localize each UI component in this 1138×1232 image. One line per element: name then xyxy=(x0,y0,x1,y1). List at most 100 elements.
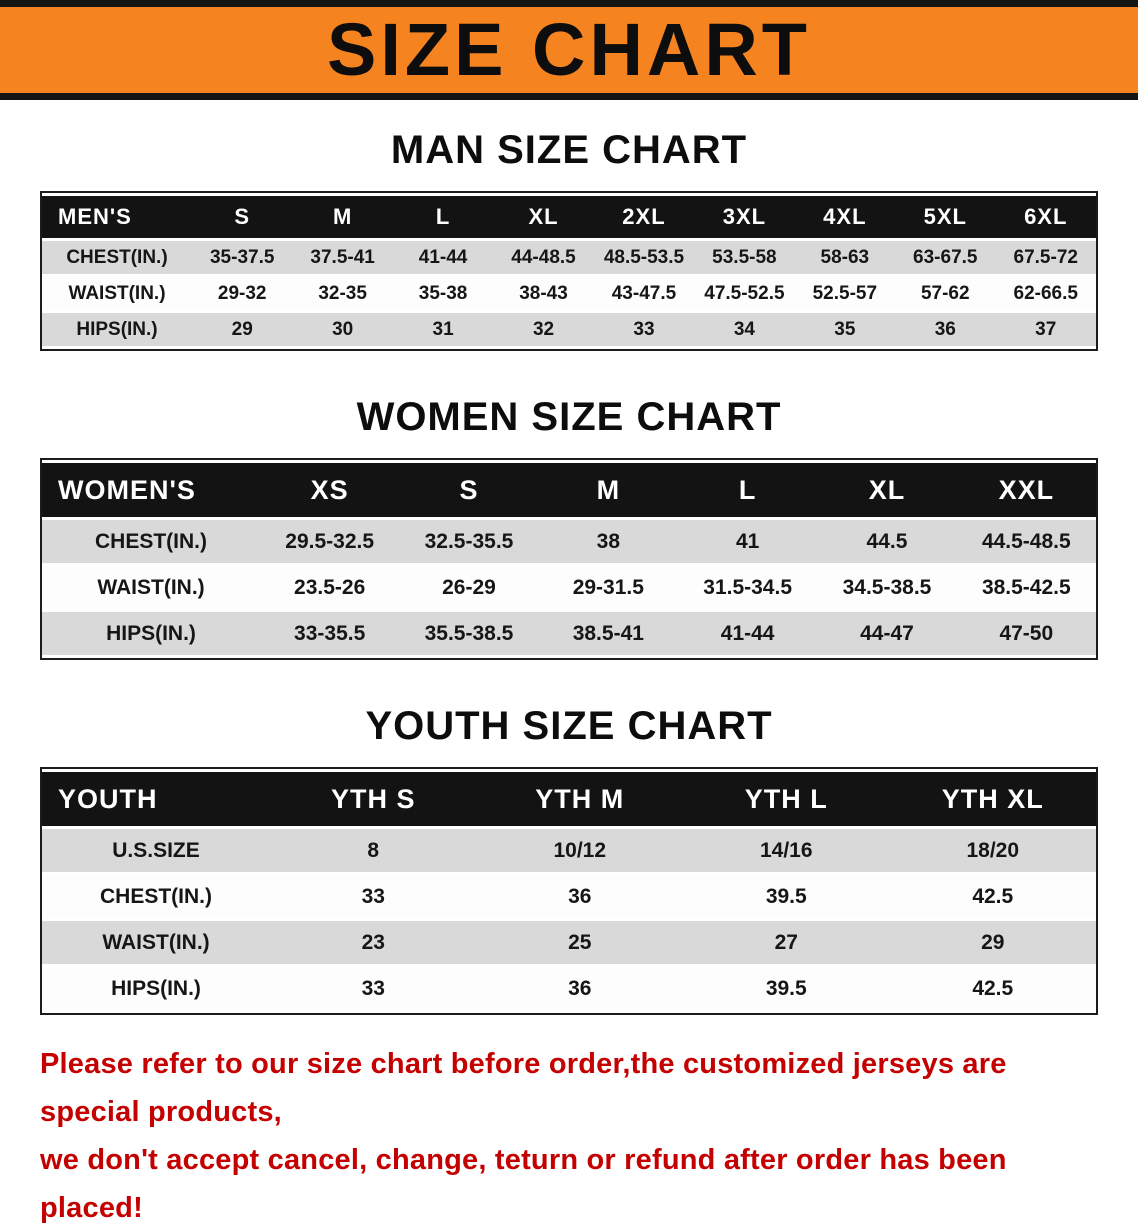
row-label-cell: CHEST(IN.) xyxy=(66,246,168,268)
size-value-cell: 14/16 xyxy=(759,838,813,862)
notice-line-1: Please refer to our size chart before or… xyxy=(40,1048,1007,1128)
size-value-cell: 37 xyxy=(1035,318,1057,340)
size-value-cell: 8 xyxy=(367,838,380,862)
size-value-cell: 29 xyxy=(231,318,253,340)
size-value-cell: 52.5-57 xyxy=(812,282,878,304)
table-title-cell: MEN'S xyxy=(42,196,192,238)
size-value-cell: 38-43 xyxy=(519,282,568,304)
table-row: U.S.SIZE 8 10/12 14/16 18/20 xyxy=(42,829,1096,872)
size-value-cell: 35.5-38.5 xyxy=(424,621,514,645)
size-header-cell: 2XL xyxy=(593,196,695,238)
women-size-table: WOMEN'S XS S M L XL XXL CHEST(IN.) 29.5-32.5 32.5… xyxy=(40,458,1098,660)
youth-section-heading: YOUTH SIZE CHART xyxy=(365,704,773,748)
size-value-cell: 33 xyxy=(633,318,655,340)
size-value-cell: 41-44 xyxy=(720,621,775,645)
size-header-cell: XS xyxy=(260,463,400,517)
size-value-cell: 27 xyxy=(774,930,798,954)
size-value-cell: 36 xyxy=(568,884,592,908)
size-value-cell: 32.5-35.5 xyxy=(424,529,514,553)
size-header-cell: 3XL xyxy=(694,196,795,238)
size-value-cell: 18/20 xyxy=(966,838,1020,862)
women-section-heading: WOMEN SIZE CHART xyxy=(356,395,782,439)
size-value-cell: 32-35 xyxy=(318,282,367,304)
table-title-cell: WOMEN'S xyxy=(42,463,260,517)
row-label-cell: WAIST(IN.) xyxy=(97,575,205,599)
table-row: CHEST(IN.) 35-37.5 37.5-41 41-44 44-48.5 48.5… xyxy=(42,241,1096,274)
size-value-cell: 34 xyxy=(733,318,755,340)
row-label-cell: WAIST(IN.) xyxy=(102,930,210,954)
size-value-cell: 31 xyxy=(432,318,454,340)
table-row: WAIST(IN.) 29-32 32-35 35-38 38-43 43-47.5 47.… xyxy=(42,277,1096,310)
size-value-cell: 36 xyxy=(568,976,592,1000)
size-value-cell: 57-62 xyxy=(920,282,970,304)
youth-size-table: YOUTH YTH S YTH M YTH L YTH XL U.S.SIZE 8 10/12… xyxy=(40,767,1098,1015)
size-value-cell: 37.5-41 xyxy=(310,246,375,268)
size-value-cell: 39.5 xyxy=(765,884,807,908)
size-value-cell: 29-32 xyxy=(217,282,267,304)
size-header-cell: YTH XL xyxy=(889,772,1096,826)
size-header-cell: 5XL xyxy=(895,196,996,238)
size-value-cell: 33-35.5 xyxy=(294,621,366,645)
table-row: CHEST(IN.) 29.5-32.5 32.5-35.5 38 41 44.5 44.5… xyxy=(42,520,1096,563)
content: MAN SIZE CHART MEN'S S M L XL 2XL 3XL 4XL 5XL 6XL… xyxy=(0,128,1138,1232)
size-value-cell: 42.5 xyxy=(972,884,1014,908)
size-value-cell: 41-44 xyxy=(418,246,468,268)
size-value-cell: 29.5-32.5 xyxy=(285,529,375,553)
row-label-cell: WAIST(IN.) xyxy=(68,282,166,304)
notice-line-2: we don't accept cancel, change, teturn o… xyxy=(40,1143,1007,1224)
row-label-cell: CHEST(IN.) xyxy=(100,884,212,908)
table-header-row: YOUTH YTH S YTH M YTH L YTH XL xyxy=(42,772,1096,826)
size-value-cell: 58-63 xyxy=(820,246,870,268)
size-header-cell: S xyxy=(192,196,293,238)
row-label-cell: HIPS(IN.) xyxy=(106,621,196,645)
size-value-cell: 63-67.5 xyxy=(913,246,978,268)
size-value-cell: 44-48.5 xyxy=(511,246,576,268)
banner: SIZE CHART xyxy=(0,0,1138,100)
table-header-row: MEN'S S M L XL 2XL 3XL 4XL 5XL 6XL xyxy=(42,196,1096,238)
size-value-cell: 47-50 xyxy=(999,621,1054,645)
size-header-cell: XL xyxy=(493,196,594,238)
size-header-cell: YTH S xyxy=(270,772,477,826)
size-value-cell: 43-47.5 xyxy=(611,282,677,304)
size-value-cell: 23 xyxy=(361,930,385,954)
size-value-cell: 62-66.5 xyxy=(1013,282,1078,304)
size-value-cell: 31.5-34.5 xyxy=(703,575,793,599)
size-header-cell: 4XL xyxy=(794,196,896,238)
size-value-cell: 38.5-41 xyxy=(572,621,644,645)
size-header-cell: YTH M xyxy=(476,772,683,826)
size-header-cell: XXL xyxy=(956,463,1096,517)
size-header-cell: YTH L xyxy=(683,772,890,826)
table-row: WAIST(IN.) 23.5-26 26-29 29-31.5 31.5-34.5 34… xyxy=(42,566,1096,609)
size-value-cell: 44-47 xyxy=(860,621,914,645)
size-value-cell: 39.5 xyxy=(765,976,807,1000)
page-title: SIZE CHART xyxy=(327,8,811,91)
men-section-heading: MAN SIZE CHART xyxy=(390,128,748,172)
table-row: HIPS(IN.) 29 30 31 32 33 34 35 36 37 xyxy=(42,313,1096,346)
table-row: WAIST(IN.) 23 25 27 29 xyxy=(42,921,1096,964)
size-value-cell: 23.5-26 xyxy=(294,575,366,599)
youth-size-section: YOUTH SIZE CHART YOUTH YTH S YTH M YTH L YTH… xyxy=(40,704,1098,1015)
size-value-cell: 35-38 xyxy=(418,282,468,304)
size-header-cell: M xyxy=(292,196,393,238)
size-value-cell: 42.5 xyxy=(972,976,1014,1000)
size-value-cell: 30 xyxy=(332,318,354,340)
order-notice: Please refer to our size chart before or… xyxy=(40,1041,1098,1232)
size-header-cell: 6XL xyxy=(995,196,1096,238)
table-row: HIPS(IN.) 33 36 39.5 42.5 xyxy=(42,967,1096,1010)
table-row: HIPS(IN.) 33-35.5 35.5-38.5 38.5-41 41-44 44-… xyxy=(42,612,1096,655)
size-value-cell: 26-29 xyxy=(442,575,496,599)
size-value-cell: 32 xyxy=(532,318,555,340)
row-label-cell: HIPS(IN.) xyxy=(111,976,201,1000)
size-value-cell: 48.5-53.5 xyxy=(603,246,685,268)
size-value-cell: 25 xyxy=(568,930,592,954)
size-value-cell: 33 xyxy=(361,976,385,1000)
size-value-cell: 36 xyxy=(934,318,956,340)
size-header-cell: L xyxy=(677,463,818,517)
size-header-cell: L xyxy=(392,196,494,238)
size-value-cell: 29 xyxy=(981,930,1005,954)
men-size-section: MAN SIZE CHART MEN'S S M L XL 2XL 3XL 4XL 5XL 6XL… xyxy=(40,128,1098,351)
size-value-cell: 29-31.5 xyxy=(572,575,644,599)
row-label-cell: CHEST(IN.) xyxy=(95,529,207,553)
size-header-cell: M xyxy=(538,463,678,517)
